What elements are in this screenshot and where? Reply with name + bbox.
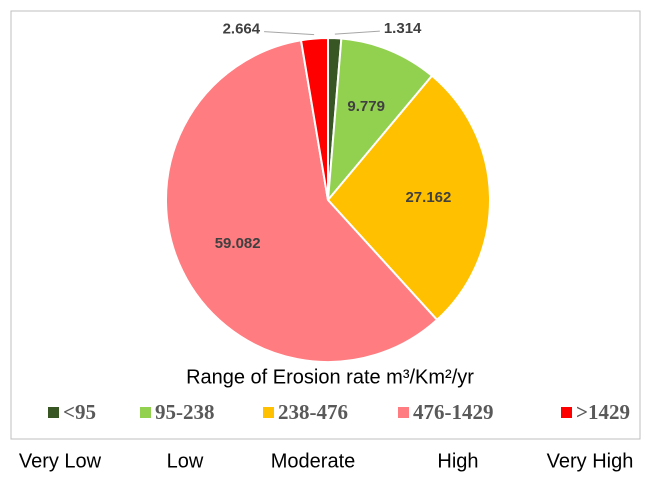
- legend-swatch: [140, 407, 151, 418]
- leader-line: [264, 31, 315, 36]
- data-label: 1.314: [384, 20, 422, 37]
- legend-label: >1429: [576, 400, 630, 424]
- class-label: Very Low: [19, 450, 102, 472]
- pie-slice: [326, 74, 491, 322]
- legend-swatch: [48, 407, 59, 418]
- legend-swatch: [263, 407, 274, 418]
- pie-slice: [299, 36, 329, 201]
- pie-slice: [165, 39, 439, 363]
- legend-swatch: [398, 407, 409, 418]
- data-label: 2.664: [223, 21, 261, 38]
- pie-slice: [326, 37, 434, 204]
- class-label: Moderate: [271, 450, 356, 472]
- class-label: Very High: [547, 450, 634, 472]
- chart-title: Range of Erosion rate m³/Km²/yr: [186, 366, 474, 388]
- legend-swatch: [561, 407, 572, 418]
- data-label: 59.082: [215, 235, 261, 252]
- chart-frame: [10, 10, 641, 440]
- data-label: 9.779: [347, 98, 385, 115]
- legend-label: <95: [63, 400, 96, 424]
- leader-line: [334, 30, 380, 35]
- data-label: 27.162: [405, 189, 451, 206]
- class-label: Low: [167, 450, 204, 472]
- legend-label: 95-238: [155, 400, 215, 424]
- class-label: High: [437, 450, 478, 472]
- legend-label: 476-1429: [413, 400, 494, 424]
- legend-label: 238-476: [278, 400, 348, 424]
